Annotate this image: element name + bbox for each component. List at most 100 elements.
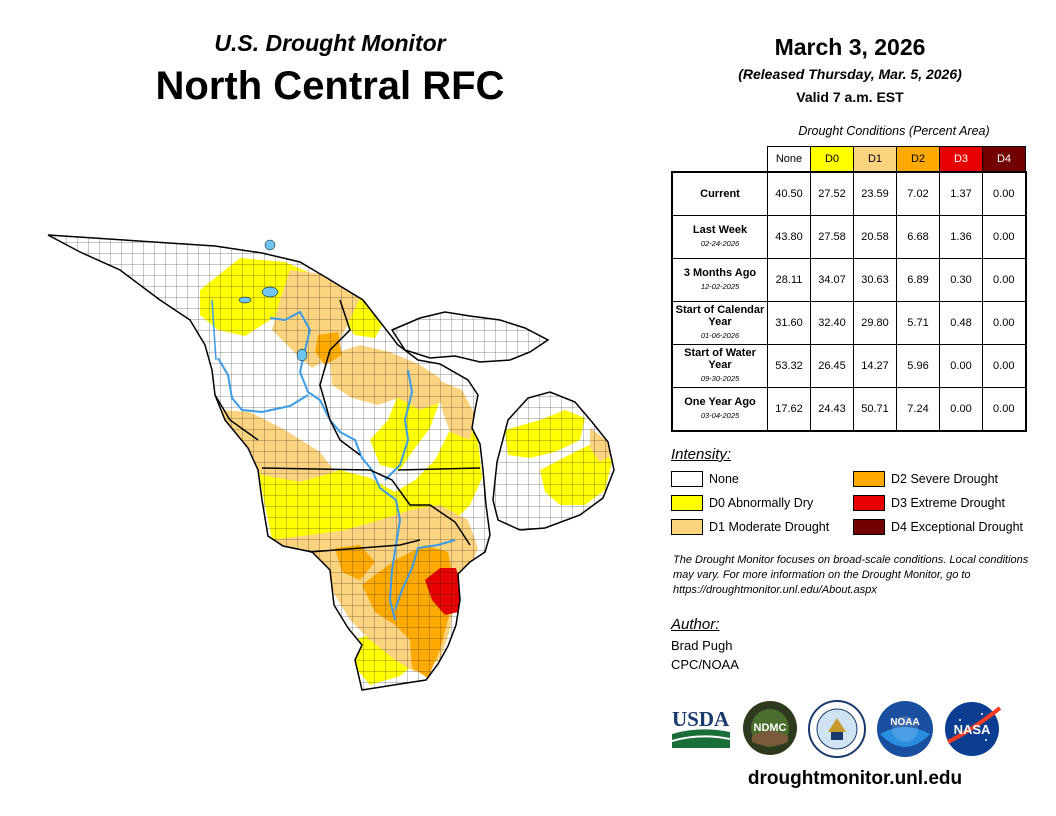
legend-label: D3 Extreme Drought xyxy=(891,496,1005,510)
table-row: Start of Water Year 09-30-2025 53.32 26.45 1… xyxy=(671,344,1026,388)
author-org: CPC/NOAA xyxy=(671,657,739,672)
table-cell: 30.63 xyxy=(853,258,897,302)
table-cell: 20.58 xyxy=(853,215,897,259)
table-row: Last Week 02-24-2026 43.80 27.58 20.58 6.68 1.… xyxy=(671,215,1026,259)
table-cell: 6.68 xyxy=(896,215,940,259)
ndmc-logo-text: NDMC xyxy=(754,722,787,734)
state-boundary-west xyxy=(214,394,259,441)
legend-label: D1 Moderate Drought xyxy=(709,520,830,534)
disclaimer-note: The Drought Monitor focuses on broad-sca… xyxy=(673,554,1029,596)
table-cell: 7.02 xyxy=(896,171,940,216)
legend-label: D2 Severe Drought xyxy=(891,472,999,486)
table-cell: 6.89 xyxy=(896,258,940,302)
lake xyxy=(296,348,308,362)
col-header: D1 xyxy=(853,146,897,173)
legend-swatch xyxy=(671,471,703,487)
row-label-text: Current xyxy=(700,188,740,200)
wisconsin-river xyxy=(384,369,414,481)
table-cell: 29.80 xyxy=(853,301,897,345)
table-row: One Year Ago 03-04-2025 17.62 24.43 50.71 7.2… xyxy=(671,387,1026,432)
valid-time: Valid 7 a.m. EST xyxy=(796,89,904,105)
legend-label: None xyxy=(709,472,739,486)
row-date: 01-06-2026 xyxy=(700,331,740,340)
state-boundary-wi-il xyxy=(397,467,481,471)
col-header: D0 xyxy=(810,146,854,173)
legend-label: D0 Abnormally Dry xyxy=(709,496,814,510)
table-cell: 0.00 xyxy=(982,258,1026,302)
table-cell: 0.00 xyxy=(939,387,983,432)
state-boundary-ia xyxy=(261,467,471,546)
state-boundary-mn-wi xyxy=(319,299,361,456)
row-label: Start of Calendar Year 01-06-2026 xyxy=(671,301,768,345)
row-label: 3 Months Ago 12-02-2025 xyxy=(671,258,768,302)
legend-swatch xyxy=(853,495,885,511)
red-river xyxy=(211,299,217,361)
table-cell: 0.00 xyxy=(982,344,1026,388)
nasa-logo-text: NASA xyxy=(954,722,991,737)
col-header: D4 xyxy=(982,146,1026,173)
noaa-logo-text: NOAA xyxy=(890,717,919,728)
nasa-logo: NASA xyxy=(945,702,1002,756)
table-cell: 40.50 xyxy=(767,171,811,216)
drought-map xyxy=(47,234,615,691)
lake xyxy=(261,286,279,298)
table-cell: 17.62 xyxy=(767,387,811,432)
website-link[interactable]: droughtmonitor.unl.edu xyxy=(747,768,963,789)
table-row: Current 40.50 27.52 23.59 7.02 1.37 0.00 xyxy=(671,171,1026,216)
table-cell: 0.00 xyxy=(939,344,983,388)
usda-logo-text: USDA xyxy=(672,707,730,731)
minnesota-river xyxy=(217,357,309,414)
row-date: 12-02-2025 xyxy=(700,282,740,291)
map-subtitle: U.S. Drought Monitor xyxy=(214,30,446,56)
map-date: March 3, 2026 xyxy=(774,34,926,60)
legend-swatch xyxy=(853,519,885,535)
table-cell: 1.37 xyxy=(939,171,983,216)
table-cell: 0.00 xyxy=(982,171,1026,216)
row-label: One Year Ago 03-04-2025 xyxy=(671,387,768,432)
legend-label: D4 Exceptional Drought xyxy=(891,520,1024,534)
table-cell: 27.52 xyxy=(810,171,854,216)
row-label-text: Start of Calendar Year xyxy=(675,304,765,328)
col-header: None xyxy=(767,146,811,173)
drought-conditions-table: None D0 D1 D2 D3 D4 Current 40.50 27.52 23.… xyxy=(671,146,1027,432)
table-cell: 50.71 xyxy=(853,387,897,432)
col-header: D3 xyxy=(939,146,983,173)
table-cell: 0.48 xyxy=(939,301,983,345)
table-row: Start of Calendar Year 01-06-2026 31.60 32.… xyxy=(671,301,1026,345)
row-label: Last Week 02-24-2026 xyxy=(671,215,768,259)
row-label-text: One Year Ago xyxy=(684,396,756,408)
table-cell: 24.43 xyxy=(810,387,854,432)
table-cell: 34.07 xyxy=(810,258,854,302)
table-cell: 0.00 xyxy=(982,215,1026,259)
lake xyxy=(238,296,252,304)
table-row: 3 Months Ago 12-02-2025 28.11 34.07 30.63 6.8… xyxy=(671,258,1026,302)
row-label: Current xyxy=(671,171,768,216)
table-cell: 23.59 xyxy=(853,171,897,216)
table-cell: 7.24 xyxy=(896,387,940,432)
row-label: Start of Water Year 09-30-2025 xyxy=(671,344,768,388)
table-cell: 1.36 xyxy=(939,215,983,259)
table-cell: 0.00 xyxy=(982,301,1026,345)
table-cell: 5.71 xyxy=(896,301,940,345)
row-label-text: Start of Water Year xyxy=(684,347,756,371)
legend-heading: Intensity: xyxy=(671,446,732,463)
legend-swatch xyxy=(671,495,703,511)
usda-logo: USDA xyxy=(672,707,730,748)
row-label-text: Last Week xyxy=(692,224,748,236)
table-cell: 31.60 xyxy=(767,301,811,345)
table-cell: 43.80 xyxy=(767,215,811,259)
legend-swatch xyxy=(671,519,703,535)
table-cell: 28.11 xyxy=(767,258,811,302)
table-cell: 32.40 xyxy=(810,301,854,345)
map-region-michigan xyxy=(492,391,615,531)
ndmc-logo: NDMC xyxy=(743,701,797,755)
table-cell: 5.96 xyxy=(896,344,940,388)
table-cell: 53.32 xyxy=(767,344,811,388)
author-heading: Author: xyxy=(671,616,720,633)
author-name: Brad Pugh xyxy=(671,638,733,653)
table-cell: 14.27 xyxy=(853,344,897,388)
legend-swatch xyxy=(853,471,885,487)
table-cell: 26.45 xyxy=(810,344,854,388)
lake xyxy=(264,239,276,251)
col-header: D2 xyxy=(896,146,940,173)
